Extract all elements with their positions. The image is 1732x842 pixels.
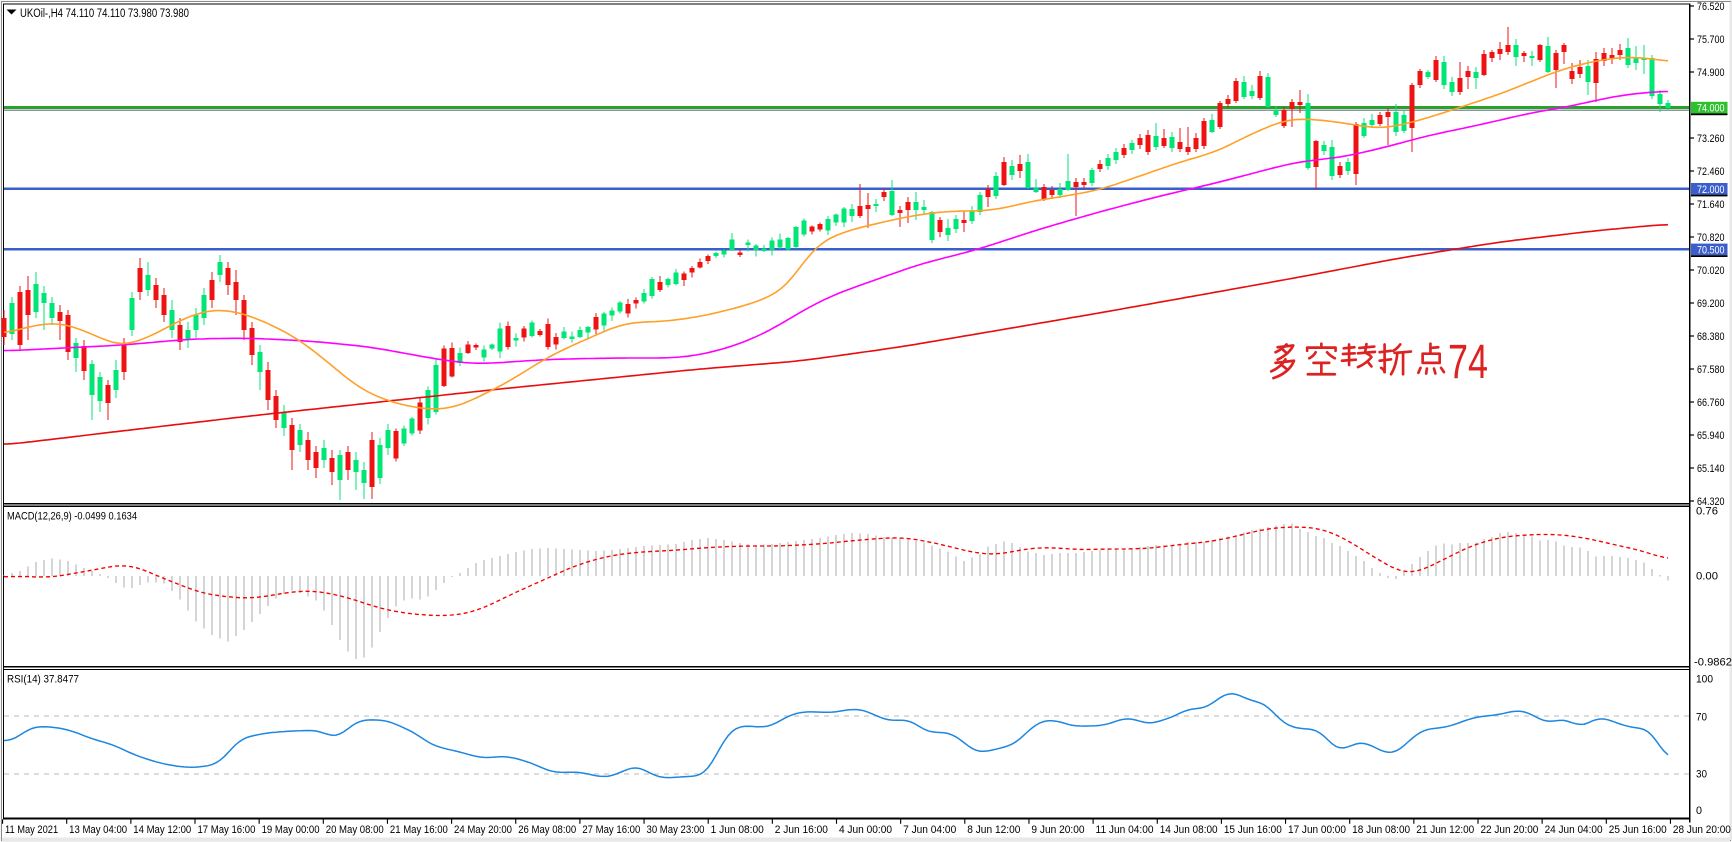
svg-text:17 May 16:00: 17 May 16:00 [197,824,255,836]
svg-text:100: 100 [1696,674,1713,686]
svg-text:1 Jun 08:00: 1 Jun 08:00 [711,824,764,836]
svg-text:70.020: 70.020 [1697,265,1725,277]
svg-text:0: 0 [1696,805,1702,817]
svg-text:8 Jun 12:00: 8 Jun 12:00 [967,824,1020,836]
svg-text:30 May 23:00: 30 May 23:00 [647,824,705,836]
svg-text:70: 70 [1696,712,1707,724]
svg-text:9 Jun 20:00: 9 Jun 20:00 [1031,824,1084,836]
svg-text:15 Jun 16:00: 15 Jun 16:00 [1224,824,1282,836]
svg-text:73.260: 73.260 [1697,133,1725,145]
svg-text:64.320: 64.320 [1697,496,1725,508]
svg-text:28 Jun 20:00: 28 Jun 20:00 [1673,824,1731,836]
svg-text:0.76: 0.76 [1696,506,1718,518]
svg-text:72.000: 72.000 [1697,184,1725,196]
svg-text:70.500: 70.500 [1697,244,1725,256]
svg-text:25 Jun 16:00: 25 Jun 16:00 [1609,824,1667,836]
svg-text:20 May 08:00: 20 May 08:00 [326,824,384,836]
svg-text:75.700: 75.700 [1697,34,1725,46]
svg-text:65.940: 65.940 [1697,430,1725,442]
svg-text:69.200: 69.200 [1697,298,1725,310]
svg-text:30: 30 [1696,769,1707,781]
svg-text:UKOil-,H4 74.110 74.110 73.98: UKOil-,H4 74.110 74.110 73.980 73.980 [20,8,189,20]
svg-text:21 Jun 12:00: 21 Jun 12:00 [1416,824,1474,836]
svg-text:22 Jun 20:00: 22 Jun 20:00 [1480,824,1538,836]
svg-text:65.140: 65.140 [1697,463,1725,475]
svg-text:26 May 08:00: 26 May 08:00 [518,824,576,836]
svg-text:18 Jun 08:00: 18 Jun 08:00 [1352,824,1410,836]
svg-text:74: 74 [1448,336,1488,389]
svg-text:17 Jun 00:00: 17 Jun 00:00 [1288,824,1346,836]
svg-text:14 Jun 08:00: 14 Jun 08:00 [1160,824,1218,836]
svg-text:74.000: 74.000 [1697,103,1725,115]
svg-text:19 May 00:00: 19 May 00:00 [262,824,320,836]
svg-text:11 May 2021: 11 May 2021 [5,824,58,836]
svg-text:71.640: 71.640 [1697,199,1725,211]
svg-text:67.580: 67.580 [1697,364,1725,376]
svg-text:70.820: 70.820 [1697,232,1725,244]
svg-text:74.900: 74.900 [1697,67,1725,79]
svg-text:4 Jun 00:00: 4 Jun 00:00 [839,824,892,836]
svg-text:2 Jun 16:00: 2 Jun 16:00 [775,824,828,836]
svg-text:11 Jun 04:00: 11 Jun 04:00 [1096,824,1154,836]
svg-text:24 May 20:00: 24 May 20:00 [454,824,512,836]
svg-text:66.760: 66.760 [1697,397,1725,409]
svg-text:RSI(14) 37.8477: RSI(14) 37.8477 [7,674,79,686]
svg-text:0.00: 0.00 [1696,571,1718,583]
svg-text:-0.9862: -0.9862 [1694,657,1732,669]
svg-text:21 May 16:00: 21 May 16:00 [390,824,448,836]
svg-text:7 Jun 04:00: 7 Jun 04:00 [903,824,956,836]
svg-text:68.380: 68.380 [1697,331,1725,343]
svg-text:27 May 16:00: 27 May 16:00 [582,824,640,836]
svg-text:13 May 04:00: 13 May 04:00 [69,824,127,836]
svg-text:MACD(12,26,9) -0.0499 0.1634: MACD(12,26,9) -0.0499 0.1634 [7,511,137,523]
svg-text:72.460: 72.460 [1697,166,1725,178]
svg-text:24 Jun 04:00: 24 Jun 04:00 [1545,824,1603,836]
svg-text:76.520: 76.520 [1697,1,1725,13]
svg-text:14 May 12:00: 14 May 12:00 [133,824,191,836]
